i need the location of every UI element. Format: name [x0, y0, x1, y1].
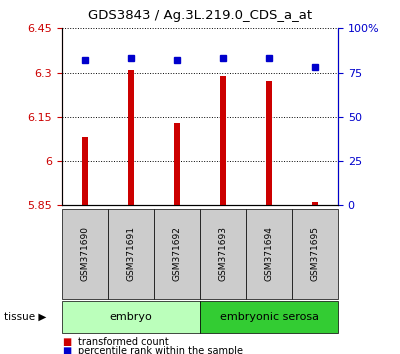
- Bar: [174, 123, 180, 205]
- Text: transformed count: transformed count: [78, 337, 169, 347]
- Text: GSM371695: GSM371695: [310, 227, 320, 281]
- Bar: [266, 81, 272, 205]
- Bar: [82, 137, 88, 205]
- Text: tissue ▶: tissue ▶: [4, 312, 46, 322]
- Text: ■: ■: [62, 346, 71, 354]
- Text: GSM371693: GSM371693: [218, 227, 228, 281]
- Text: embryo: embryo: [110, 312, 152, 322]
- Text: ■: ■: [62, 337, 71, 347]
- Text: GSM371692: GSM371692: [172, 227, 182, 281]
- Bar: [220, 75, 226, 205]
- Text: GSM371691: GSM371691: [126, 227, 136, 281]
- Text: percentile rank within the sample: percentile rank within the sample: [78, 346, 243, 354]
- Bar: [128, 70, 134, 205]
- Text: GSM371690: GSM371690: [80, 227, 90, 281]
- Bar: [312, 202, 318, 205]
- Text: GSM371694: GSM371694: [264, 227, 274, 281]
- Text: embryonic serosa: embryonic serosa: [220, 312, 318, 322]
- Text: GDS3843 / Ag.3L.219.0_CDS_a_at: GDS3843 / Ag.3L.219.0_CDS_a_at: [88, 9, 312, 22]
